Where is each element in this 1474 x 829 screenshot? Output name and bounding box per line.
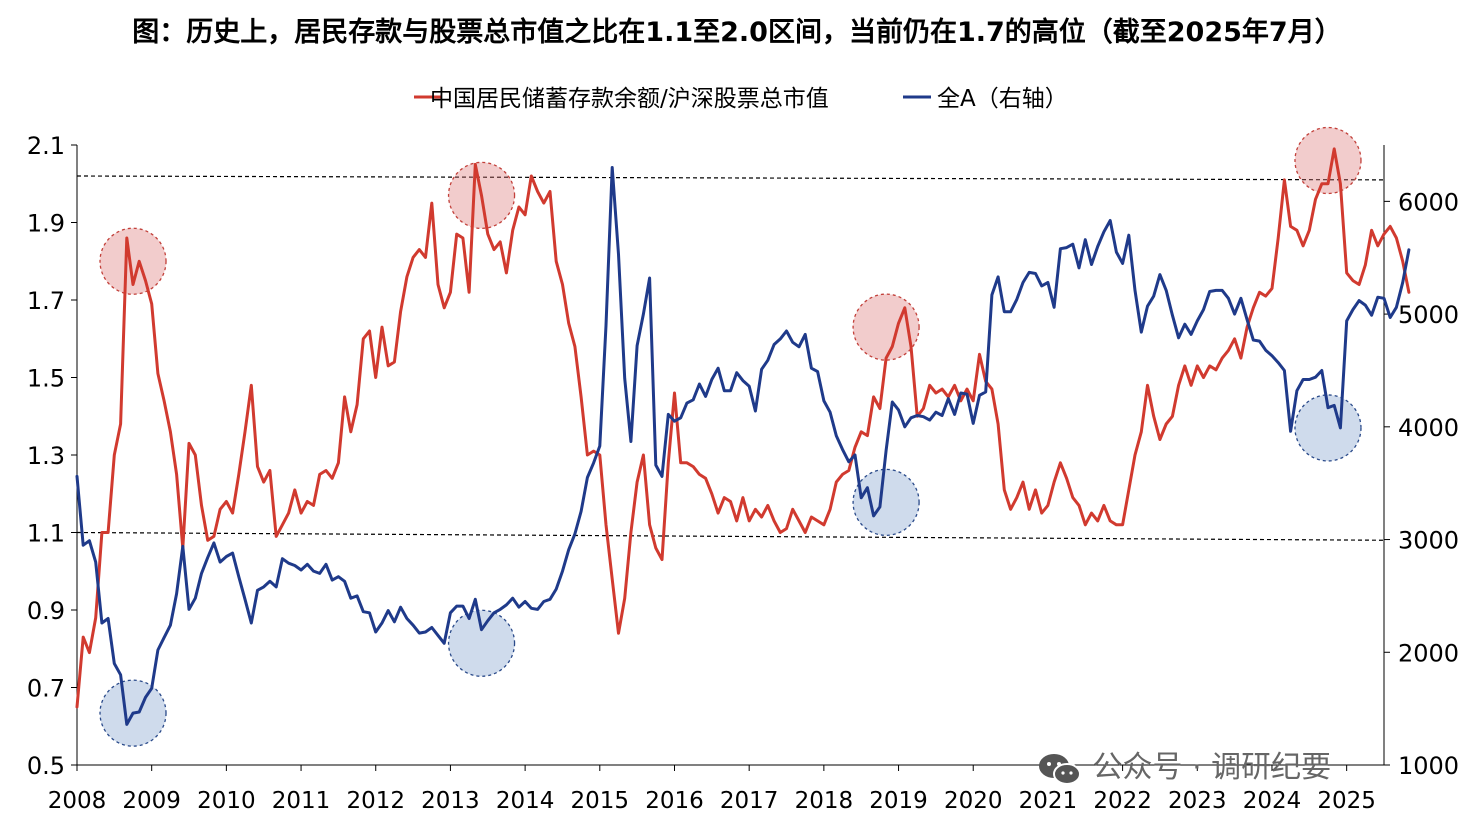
x-tick-label: 2019 [869, 788, 928, 814]
x-tick-label: 2010 [197, 788, 256, 814]
x-tick-label: 2024 [1243, 788, 1302, 814]
wechat-icon [1039, 753, 1081, 785]
series-lines [75, 147, 1411, 726]
x-tick-label: 2016 [645, 788, 704, 814]
reference-line [76, 531, 1385, 541]
highlight-circle-red [99, 227, 167, 295]
highlight-circle-blue [447, 609, 516, 677]
x-tick-label: 2023 [1168, 788, 1227, 814]
right-tick-label: 1000 [1398, 752, 1459, 780]
right-tick-label: 2000 [1398, 639, 1459, 667]
series-line-all-a-index [75, 166, 1411, 726]
left-tick-label: 0.9 [27, 597, 65, 625]
highlight-circle-red [1294, 126, 1362, 195]
x-tick-label: 2014 [496, 788, 555, 814]
x-tick-label: 2013 [421, 788, 480, 814]
x-tick-label: 2017 [720, 788, 779, 814]
x-tick-label: 2025 [1317, 788, 1376, 814]
left-tick-label: 1.7 [27, 287, 65, 315]
legend-label-ratio: 中国居民储蓄存款余额/沪深股票总市值 [430, 86, 829, 112]
x-tick-label: 2008 [48, 788, 107, 814]
right-tick-label: 4000 [1398, 414, 1459, 442]
right-tick-label: 5000 [1398, 301, 1459, 329]
x-tick-label: 2018 [795, 788, 854, 814]
left-tick-label: 1.3 [27, 442, 65, 470]
left-tick-label: 1.5 [27, 365, 65, 393]
highlight-circle-blue [852, 468, 920, 536]
x-tick-label: 2012 [346, 788, 405, 814]
reference-lines [76, 175, 1385, 541]
left-tick-label: 2.1 [27, 132, 65, 160]
reference-line [76, 175, 1385, 181]
x-tick-label: 2020 [944, 788, 1003, 814]
x-tick-label: 2021 [1019, 788, 1078, 814]
x-tick-label: 2009 [122, 788, 181, 814]
right-tick-label: 6000 [1398, 188, 1459, 216]
chart-title: 图：历史上，居民存款与股票总市值之比在1.1至2.0区间，当前仍在1.7的高位（… [132, 17, 1342, 48]
legend-label-index: 全A（右轴） [937, 86, 1068, 112]
x-tick-label: 2011 [272, 788, 331, 814]
x-tick-label: 2015 [571, 788, 630, 814]
axis-ticks: 0.5 0.7 0.9 1.1 1.3 1.5 1.7 1.9 2.1 1000 2000 3000 4… [27, 132, 1459, 814]
series-line-deposit-ratio [75, 147, 1411, 709]
left-tick-label: 1.1 [27, 520, 65, 548]
highlight-circle-blue [1294, 394, 1362, 462]
watermark: 公众号 · 调研纪要 [1035, 742, 1331, 787]
left-tick-label: 0.5 [27, 752, 65, 780]
x-tick-label: 2022 [1093, 788, 1152, 814]
watermark-text: 公众号 · 调研纪要 [1092, 750, 1332, 785]
highlight-circles [99, 126, 1362, 747]
right-tick-label: 3000 [1398, 527, 1459, 555]
left-tick-label: 1.9 [27, 210, 65, 238]
left-tick-label: 0.7 [27, 675, 65, 703]
